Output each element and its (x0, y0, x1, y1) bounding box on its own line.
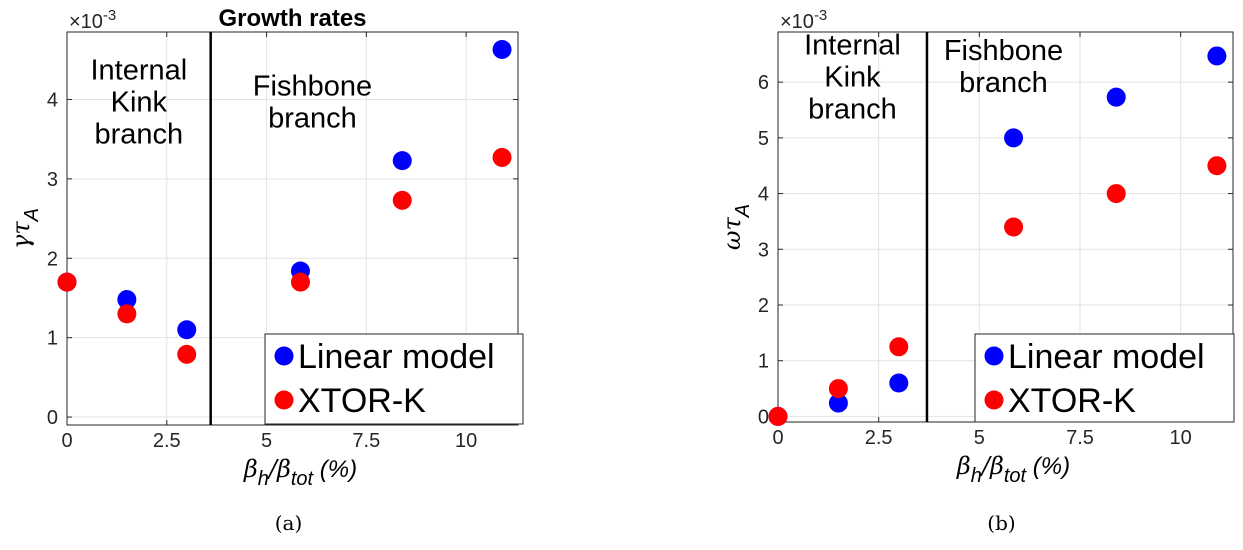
y-tick-label: 1 (758, 351, 769, 373)
chart-title: Growth rates (218, 5, 366, 32)
x-tick-label: 7.5 (1066, 427, 1094, 449)
axis-multiplier: ×10-3 (780, 7, 827, 33)
data-point-linear-model (392, 151, 412, 171)
y-tick-label: 0 (758, 406, 769, 428)
axes-box (66, 31, 519, 426)
y-axis-label: γτA (7, 208, 43, 249)
x-tick-label: 10 (455, 430, 477, 452)
x-tick-label: 10 (1170, 427, 1192, 449)
x-axis-label-part: (%) (313, 456, 357, 483)
x-tick-label: 0 (772, 427, 783, 449)
x-axis-label-part: tot (1004, 465, 1028, 487)
y-axis-label-sub: A (21, 208, 43, 222)
y-axis-label-main: ωτ (718, 217, 746, 251)
figure-caption: (b) (987, 511, 1015, 535)
x-axis-label-part: (%) (1026, 453, 1070, 480)
legend-box (974, 333, 1235, 423)
chart-panel-b: 0 2.5 5 7.5 100123456×10-3InternalKinkbranch… (718, 7, 1235, 535)
annotation-line: branch (268, 103, 357, 135)
data-point-xtor-k (290, 272, 310, 292)
annotation-line: Internal (804, 29, 901, 61)
axis-multiplier: ×10-3 (69, 7, 116, 33)
x-tick-label: 0 (61, 430, 72, 452)
y-axis-label-sub: A (732, 204, 754, 218)
y-tick-label: 3 (47, 169, 58, 191)
x-tick-label: 5 (974, 427, 985, 449)
data-point-xtor-k (1106, 184, 1126, 204)
y-tick-label: 6 (758, 72, 769, 94)
x-tick-label: 5 (261, 430, 272, 452)
annotation-line: Fishbone (944, 35, 1063, 67)
x-axis-label: βh/βtot (%) (243, 455, 357, 490)
y-tick-label: 5 (758, 128, 769, 150)
multiplier-base: ×10 (69, 11, 103, 33)
annotation-line: Internal (90, 55, 187, 87)
annotation-line: Kink (111, 87, 168, 119)
y-tick-label: 1 (47, 328, 58, 350)
y-tick-label: 3 (758, 239, 769, 261)
x-axis-label-part: β (956, 452, 971, 480)
x-axis-label-part: tot (291, 468, 315, 490)
data-point-xtor-k (828, 379, 848, 399)
data-point-xtor-k (177, 344, 197, 364)
legend-marker (274, 390, 294, 410)
figure-caption: (a) (275, 511, 303, 535)
data-point-xtor-k (1004, 217, 1024, 237)
annotation-line: branch (808, 93, 897, 125)
data-point-linear-model (828, 393, 848, 413)
legend-marker (984, 390, 1004, 410)
data-point-linear-model (889, 373, 909, 393)
legend-label: Linear model (1008, 338, 1205, 376)
data-point-linear-model (1106, 87, 1126, 107)
data-point-linear-model (1004, 128, 1024, 148)
legend-marker (984, 346, 1004, 366)
y-tick-label: 2 (47, 248, 58, 270)
x-axis-label-part: β (243, 455, 258, 483)
x-axis-label: βh/βtot (%) (956, 452, 1070, 487)
y-axis-label: ωτA (718, 204, 754, 250)
legend-label: Linear model (298, 338, 495, 376)
annotation-line: Kink (824, 61, 881, 93)
y-tick-label: 4 (47, 89, 58, 111)
data-point-linear-model (117, 290, 137, 310)
legend-box (264, 333, 524, 425)
y-tick-label: 0 (47, 407, 58, 429)
y-tick-label: 2 (758, 295, 769, 317)
annotation-line: Fishbone (253, 71, 372, 103)
data-point-xtor-k (492, 147, 512, 167)
data-point-xtor-k (1207, 156, 1227, 176)
data-point-xtor-k (392, 190, 412, 210)
legend: Linear model XTOR-K (264, 333, 524, 425)
data-point-xtor-k (117, 304, 137, 324)
legend-label: XTOR-K (298, 382, 426, 420)
x-tick-label: 2.5 (865, 427, 893, 449)
data-point-linear-model (1207, 46, 1227, 66)
legend-marker (274, 346, 294, 366)
data-point-xtor-k (768, 406, 788, 426)
x-axis-label-part: h (971, 465, 982, 487)
x-axis-label-part: /β (980, 452, 1004, 480)
x-axis-label-part: h (258, 468, 269, 490)
chart-panel-a: 0 2.5 5 7.5 10 0 1 2 3 4 ×10-3 Growth rates Internal… (7, 5, 524, 535)
annotation-line: branch (95, 119, 184, 151)
data-point-xtor-k (57, 272, 77, 292)
multiplier-exponent: -3 (814, 7, 827, 24)
y-tick-label: 4 (758, 184, 769, 206)
x-tick-label: 2.5 (153, 430, 181, 452)
legend-label: XTOR-K (1008, 382, 1136, 420)
multiplier-base: ×10 (780, 11, 814, 33)
data-point-xtor-k (889, 337, 909, 357)
y-axis-label-main: γτ (7, 221, 35, 249)
x-axis-label-part: /β (267, 455, 291, 483)
annotation-line: branch (959, 67, 1048, 99)
data-point-linear-model (177, 320, 197, 340)
data-point-linear-model (492, 39, 512, 59)
multiplier-exponent: -3 (103, 7, 116, 24)
x-tick-label: 7.5 (352, 430, 380, 452)
legend: Linear model XTOR-K (974, 333, 1235, 423)
